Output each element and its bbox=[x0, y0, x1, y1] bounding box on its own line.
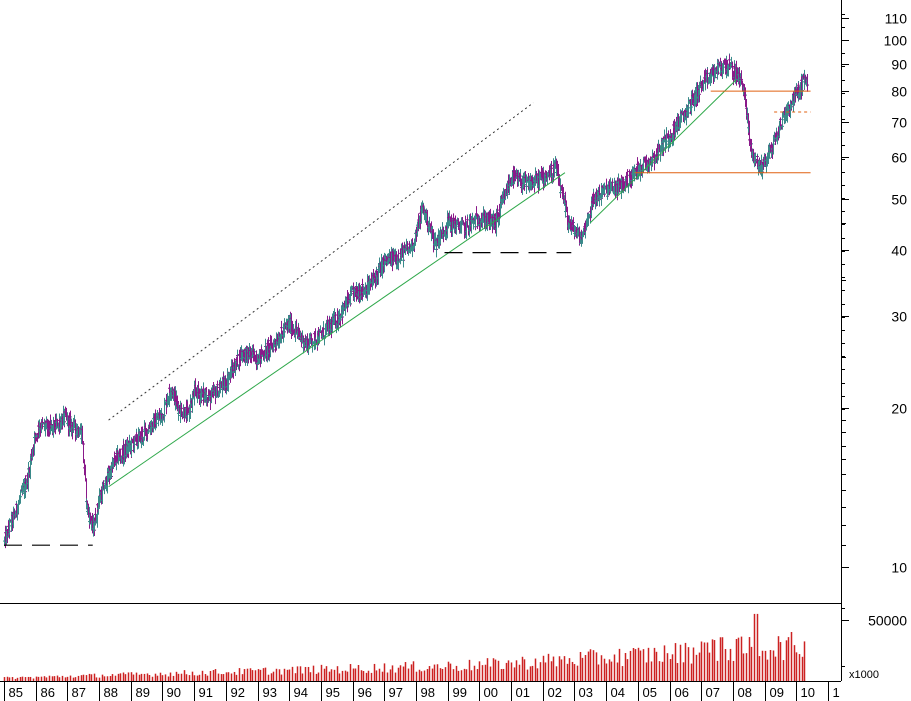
year-tick-label: 87 bbox=[72, 685, 86, 700]
year-tick-label: 95 bbox=[326, 685, 340, 700]
year-tick-label: 02 bbox=[548, 685, 562, 700]
year-tick-label: 98 bbox=[421, 685, 435, 700]
year-tick-label: 91 bbox=[199, 685, 213, 700]
volume-unit-label: x1000 bbox=[849, 669, 879, 681]
volume-tick-label: 50000 bbox=[868, 613, 907, 629]
price-tick-label: 40 bbox=[891, 243, 907, 259]
year-tick-label: 1 bbox=[833, 685, 840, 700]
price-tick-label: 50 bbox=[891, 192, 907, 208]
year-tick-label: 09 bbox=[770, 685, 784, 700]
year-tick-label: 90 bbox=[167, 685, 181, 700]
price-tick-label: 60 bbox=[891, 150, 907, 166]
price-tick-label: 90 bbox=[891, 57, 907, 73]
year-tick-label: 96 bbox=[358, 685, 372, 700]
price-bars bbox=[3, 53, 809, 549]
year-tick-label: 04 bbox=[611, 685, 625, 700]
year-tick-label: 99 bbox=[453, 685, 467, 700]
year-tick-label: 06 bbox=[675, 685, 689, 700]
year-tick-label: 86 bbox=[41, 685, 55, 700]
price-tick-label: 20 bbox=[891, 401, 907, 417]
year-tick-label: 01 bbox=[516, 685, 530, 700]
year-tick-label: 07 bbox=[706, 685, 720, 700]
price-tick-label: 100 bbox=[884, 33, 908, 49]
year-tick-label: 05 bbox=[643, 685, 657, 700]
year-tick-label: 97 bbox=[389, 685, 403, 700]
price-tick-label: 10 bbox=[891, 560, 907, 576]
year-tick-label: 89 bbox=[136, 685, 150, 700]
year-tick-label: 94 bbox=[294, 685, 308, 700]
price-tick-label: 70 bbox=[891, 115, 907, 131]
year-tick-label: 00 bbox=[484, 685, 498, 700]
year-tick-label: 92 bbox=[231, 685, 245, 700]
price-tick-label: 110 bbox=[885, 11, 908, 27]
year-tick-label: 08 bbox=[738, 685, 752, 700]
year-tick-label: 88 bbox=[104, 685, 118, 700]
year-tick-label: 03 bbox=[579, 685, 593, 700]
price-tick-label: 80 bbox=[891, 84, 907, 100]
year-tick-label: 85 bbox=[9, 685, 23, 700]
price-tick-label: 30 bbox=[891, 309, 907, 325]
year-tick-label: 10 bbox=[801, 685, 815, 700]
year-tick-label: 93 bbox=[263, 685, 277, 700]
